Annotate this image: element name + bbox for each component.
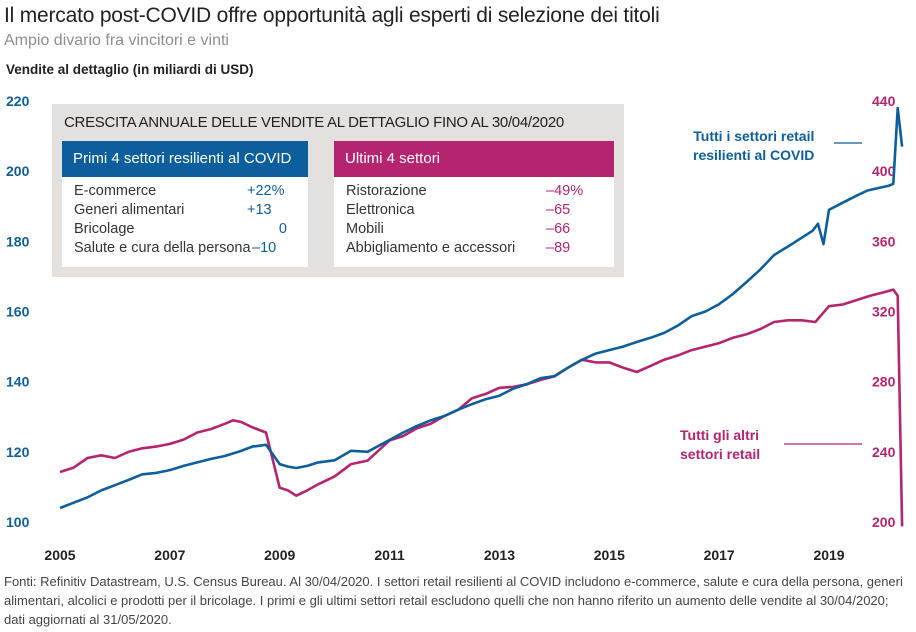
sector-label: E-commerce [74, 183, 157, 199]
other-sectors-line [59, 288, 904, 527]
x-axis-tick-label: 2013 [484, 547, 515, 563]
x-axis-tick-label: 2007 [154, 547, 185, 563]
sector-label: Generi alimentari [74, 202, 185, 218]
right-axis-ticks: 200 240 280 320 360 400 440 [872, 93, 896, 530]
sector-row: Salute e cura della persona –10 [74, 239, 308, 258]
sector-row: Mobili –66 [346, 220, 614, 239]
right-axis-tick-label: 280 [872, 374, 896, 390]
sector-row: Bricolage 0 [74, 220, 308, 239]
bottom-panel-header: Ultimi 4 settori [334, 141, 614, 177]
x-axis-ticks: 2005 2007 2009 2011 2013 2015 2017 2019 [44, 547, 844, 563]
sector-row: Generi alimentari +13 [74, 201, 308, 220]
sector-value: –66 [546, 221, 571, 237]
inset-title: CRESCITA ANNUALE DELLE VENDITE AL DETTAG… [64, 114, 564, 131]
left-axis-tick-label: 140 [6, 374, 30, 390]
right-axis-tick-label: 320 [872, 304, 896, 320]
chart-subtitle: Ampio divario fra vincitori e vinti [4, 32, 229, 49]
sector-value: +22% [247, 183, 285, 199]
sector-label: Bricolage [74, 221, 135, 237]
resilient-series-label-line: resilienti al COVID [693, 147, 815, 163]
sector-value: 0 [278, 221, 287, 237]
sector-label: Ristorazione [346, 183, 427, 199]
x-axis-tick-label: 2017 [704, 547, 735, 563]
other-series-label: Tutti gli altri settori retail [680, 426, 760, 464]
left-axis-tick-label: 180 [6, 233, 30, 249]
resilient-sectors-panel: Primi 4 settori resilienti al COVID E-co… [62, 141, 308, 267]
resilient-panel-header: Primi 4 settori resilienti al COVID [62, 141, 308, 177]
left-axis-tick-label: 220 [6, 93, 30, 109]
sector-row: Abbigliamento e accessori –89 [346, 239, 614, 258]
x-axis-tick-label: 2009 [264, 547, 295, 563]
right-axis-tick-label: 200 [872, 514, 896, 530]
left-axis-tick-label: 160 [6, 304, 30, 320]
x-axis-tick-label: 2011 [374, 547, 405, 563]
other-series-label-line: settori retail [680, 446, 761, 462]
left-axis-tick-label: 200 [6, 163, 30, 179]
other-series-label-line: Tutti gli altri [680, 427, 760, 443]
x-axis-tick-label: 2019 [813, 547, 844, 563]
sector-row: E-commerce +22% [74, 182, 308, 201]
growth-inset-box: CRESCITA ANNUALE DELLE VENDITE AL DETTAG… [52, 104, 624, 277]
sector-row: Elettronica –65 [346, 201, 614, 220]
resilient-series-label-line: Tutti i settori retail [693, 128, 815, 144]
resilient-series-label: Tutti i settori retail resilienti al COV… [693, 127, 814, 165]
annotation-leaders [784, 142, 862, 445]
left-axis-tick-label: 120 [6, 444, 30, 460]
sector-label: Abbigliamento e accessori [346, 240, 516, 256]
sector-label: Salute e cura della persona [74, 240, 251, 256]
sector-row: Ristorazione –49% [346, 182, 614, 201]
left-axis-ticks: 100 120 140 160 180 200 220 [6, 93, 30, 530]
right-axis-tick-label: 400 [872, 163, 896, 179]
series-lines [59, 106, 904, 527]
sector-value: –65 [546, 202, 571, 218]
sector-label: Mobili [346, 221, 384, 237]
right-axis-tick-label: 360 [872, 233, 896, 249]
sector-value: –89 [546, 240, 571, 256]
left-axis-tick-label: 100 [6, 514, 30, 530]
sector-label: Elettronica [346, 202, 415, 218]
resilient-sectors-line [59, 106, 904, 510]
sector-value: –10 [252, 240, 277, 256]
right-axis-tick-label: 240 [872, 444, 896, 460]
chart-title: Il mercato post-COVID offre opportunità … [4, 4, 660, 27]
right-axis-tick-label: 440 [872, 93, 896, 109]
sector-value: +13 [247, 202, 272, 218]
x-axis-tick-label: 2015 [594, 547, 625, 563]
y-axis-label: Vendite al dettaglio (in miliardi di USD… [6, 62, 254, 77]
source-footnote: Fonti: Refinitiv Datastream, U.S. Census… [4, 574, 903, 627]
sector-value: –49% [546, 183, 584, 199]
x-axis-tick-label: 2005 [44, 547, 75, 563]
bottom-sectors-panel: Ultimi 4 settori Ristorazione –49% Elettr… [334, 141, 614, 267]
